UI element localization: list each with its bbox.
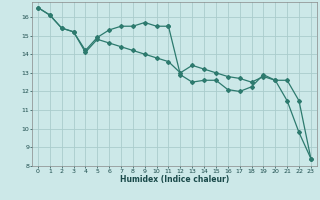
X-axis label: Humidex (Indice chaleur): Humidex (Indice chaleur) <box>120 175 229 184</box>
